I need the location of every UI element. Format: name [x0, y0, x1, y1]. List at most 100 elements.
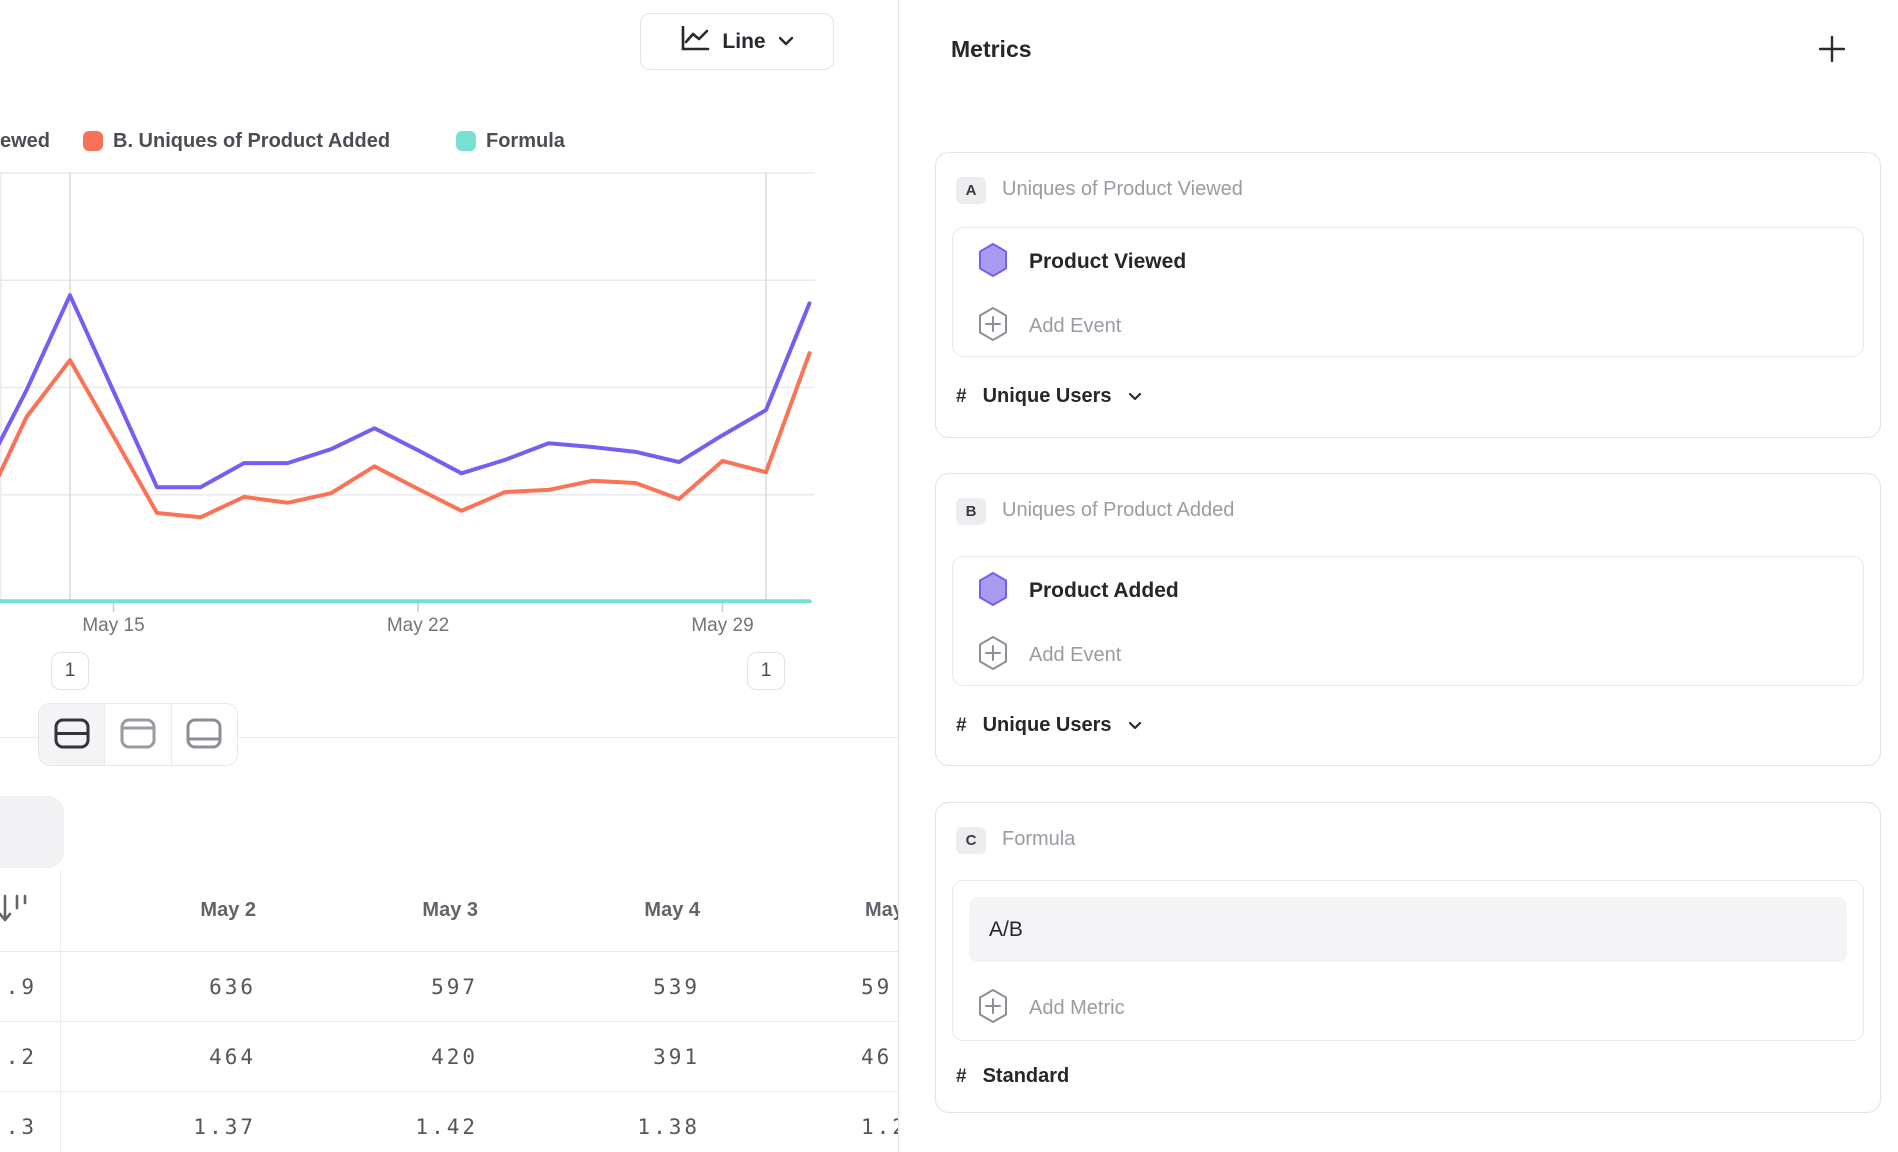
add-event-label: Add Event — [1029, 643, 1122, 666]
split-view-button[interactable] — [39, 704, 105, 765]
number-type-icon: # — [956, 714, 967, 736]
chart-type-button[interactable]: Line — [640, 13, 834, 70]
series-line — [0, 351, 812, 520]
table-cell: 1.2 — [861, 1114, 898, 1139]
table-cell-partial: .3 — [5, 1114, 37, 1139]
table-cell: 597 — [431, 974, 478, 999]
chart-panel: Line ewed B. Uniques of Product Added Fo… — [0, 0, 898, 1152]
hexagon-plus-icon — [977, 635, 1009, 676]
metrics-panel-title: Metrics — [951, 36, 1032, 62]
chart-legend: ewed B. Uniques of Product Added Formula — [0, 126, 898, 156]
metrics-panel: Metrics A Uniques of Product Viewed — [898, 0, 1898, 1152]
table-only-view-button[interactable] — [170, 704, 237, 765]
table-header-cell[interactable]: May 2 — [200, 899, 256, 921]
event-name: Product Added — [1029, 579, 1179, 602]
sort-descending-icon — [0, 894, 30, 928]
chevron-down-icon — [1128, 717, 1142, 735]
table-column-divider — [60, 870, 61, 1152]
sort-button[interactable] — [0, 870, 61, 951]
event-row-product-viewed[interactable]: Product Viewed — [953, 240, 1863, 284]
table-cell: 46 — [861, 1044, 893, 1069]
table-cell: 1.37 — [193, 1114, 256, 1139]
hexagon-plus-icon — [977, 306, 1009, 347]
chevron-down-icon — [1128, 388, 1142, 406]
hexagon-plus-icon — [977, 988, 1009, 1029]
metric-badge: C — [956, 827, 986, 854]
legend-label: ewed — [0, 129, 51, 152]
metric-badge: B — [956, 498, 986, 525]
hexagon-icon — [977, 571, 1009, 612]
annotation-badge[interactable]: 1 — [747, 652, 785, 690]
chevron-down-icon — [778, 33, 794, 51]
legend-swatch-teal — [456, 131, 476, 151]
table-only-view-icon — [186, 718, 222, 752]
annotation-badge[interactable]: 1 — [51, 652, 89, 690]
breakdown-table: May 2 May 3 May 4 May 5 .9 636 597 539 59 .2 464 4… — [0, 870, 898, 1152]
measurement-label: Unique Users — [982, 714, 1112, 736]
table-cell: 636 — [209, 974, 256, 999]
table-cell: 59 — [861, 974, 893, 999]
legend-item-product-added[interactable]: B. Uniques of Product Added — [83, 130, 390, 153]
event-list: Product Viewed Add Event — [952, 227, 1864, 357]
table-corner-cell — [0, 796, 64, 868]
table-row: .9 636 597 539 59 — [0, 952, 898, 1022]
add-event-label: Add Event — [1029, 314, 1122, 337]
table-cell: 420 — [431, 1044, 478, 1069]
table-header-cell[interactable]: May 3 — [422, 899, 478, 921]
legend-item-formula[interactable]: Formula — [456, 130, 565, 153]
add-metric-label: Add Metric — [1029, 996, 1125, 1019]
x-axis-tick-label: May 15 — [82, 615, 145, 636]
event-row-product-added[interactable]: Product Added — [953, 569, 1863, 613]
plus-icon — [1818, 35, 1846, 68]
view-layout-toggle — [38, 703, 238, 766]
event-list: Product Added Add Event — [952, 556, 1864, 686]
table-row: .3 1.37 1.42 1.38 1.2 — [0, 1092, 898, 1152]
x-axis-tick-label: May 22 — [386, 615, 450, 636]
table-cell: 391 — [653, 1044, 700, 1069]
hexagon-icon — [977, 242, 1009, 283]
formula-input[interactable]: A/B — [969, 897, 1847, 962]
measurement-label: Standard — [982, 1065, 1070, 1087]
chart-only-view-icon — [120, 718, 156, 752]
legend-swatch-orange — [83, 131, 103, 151]
line-chart-plot[interactable] — [0, 170, 815, 620]
table-cell-partial: .9 — [5, 974, 37, 999]
table-row: .2 464 420 391 46 — [0, 1022, 898, 1092]
metric-card-a: A Uniques of Product Viewed Product View… — [935, 152, 1881, 438]
table-header-cell[interactable]: May 5 — [865, 899, 898, 921]
metric-card-title: Uniques of Product Viewed — [1002, 178, 1243, 200]
legend-item-truncated[interactable]: ewed — [0, 130, 50, 153]
chart-only-view-button[interactable] — [104, 704, 171, 765]
x-axis-tick-label: May 29 — [691, 615, 754, 636]
measurement-selector[interactable]: # Unique Users — [956, 714, 1142, 737]
split-view-icon — [54, 718, 90, 752]
number-type-icon: # — [956, 385, 967, 407]
series-line — [0, 293, 812, 490]
number-type-icon: # — [956, 1065, 967, 1087]
table-cell: 1.38 — [637, 1114, 700, 1139]
formula-editor: A/B Add Metric — [952, 880, 1864, 1041]
table-header-row: May 2 May 3 May 4 May 5 — [0, 870, 898, 952]
table-cell: 464 — [209, 1044, 256, 1069]
line-chart-icon — [680, 25, 710, 57]
metric-badge: A — [956, 177, 986, 204]
add-metric-button[interactable]: Add Metric — [953, 983, 1863, 1033]
add-event-button[interactable]: Add Event — [953, 304, 1863, 348]
metric-card-c: C Formula A/B Add Metric # Standard — [935, 802, 1881, 1113]
legend-label: B. Uniques of Product Added — [113, 129, 391, 152]
measurement-selector[interactable]: # Unique Users — [956, 385, 1142, 408]
table-cell: 539 — [653, 974, 700, 999]
legend-label: Formula — [486, 129, 565, 152]
event-name: Product Viewed — [1029, 250, 1187, 273]
measurement-label: Unique Users — [982, 385, 1112, 407]
table-cell-partial: .2 — [5, 1044, 37, 1069]
table-header-cell[interactable]: May 4 — [644, 899, 700, 921]
chart-type-label: Line — [722, 29, 766, 53]
add-event-button[interactable]: Add Event — [953, 633, 1863, 677]
metric-card-title: Formula — [1002, 828, 1076, 850]
add-metric-plus-button[interactable] — [1817, 35, 1847, 68]
metric-card-title: Uniques of Product Added — [1002, 499, 1235, 521]
formula-type-selector[interactable]: # Standard — [956, 1065, 1069, 1088]
table-cell: 1.42 — [415, 1114, 478, 1139]
